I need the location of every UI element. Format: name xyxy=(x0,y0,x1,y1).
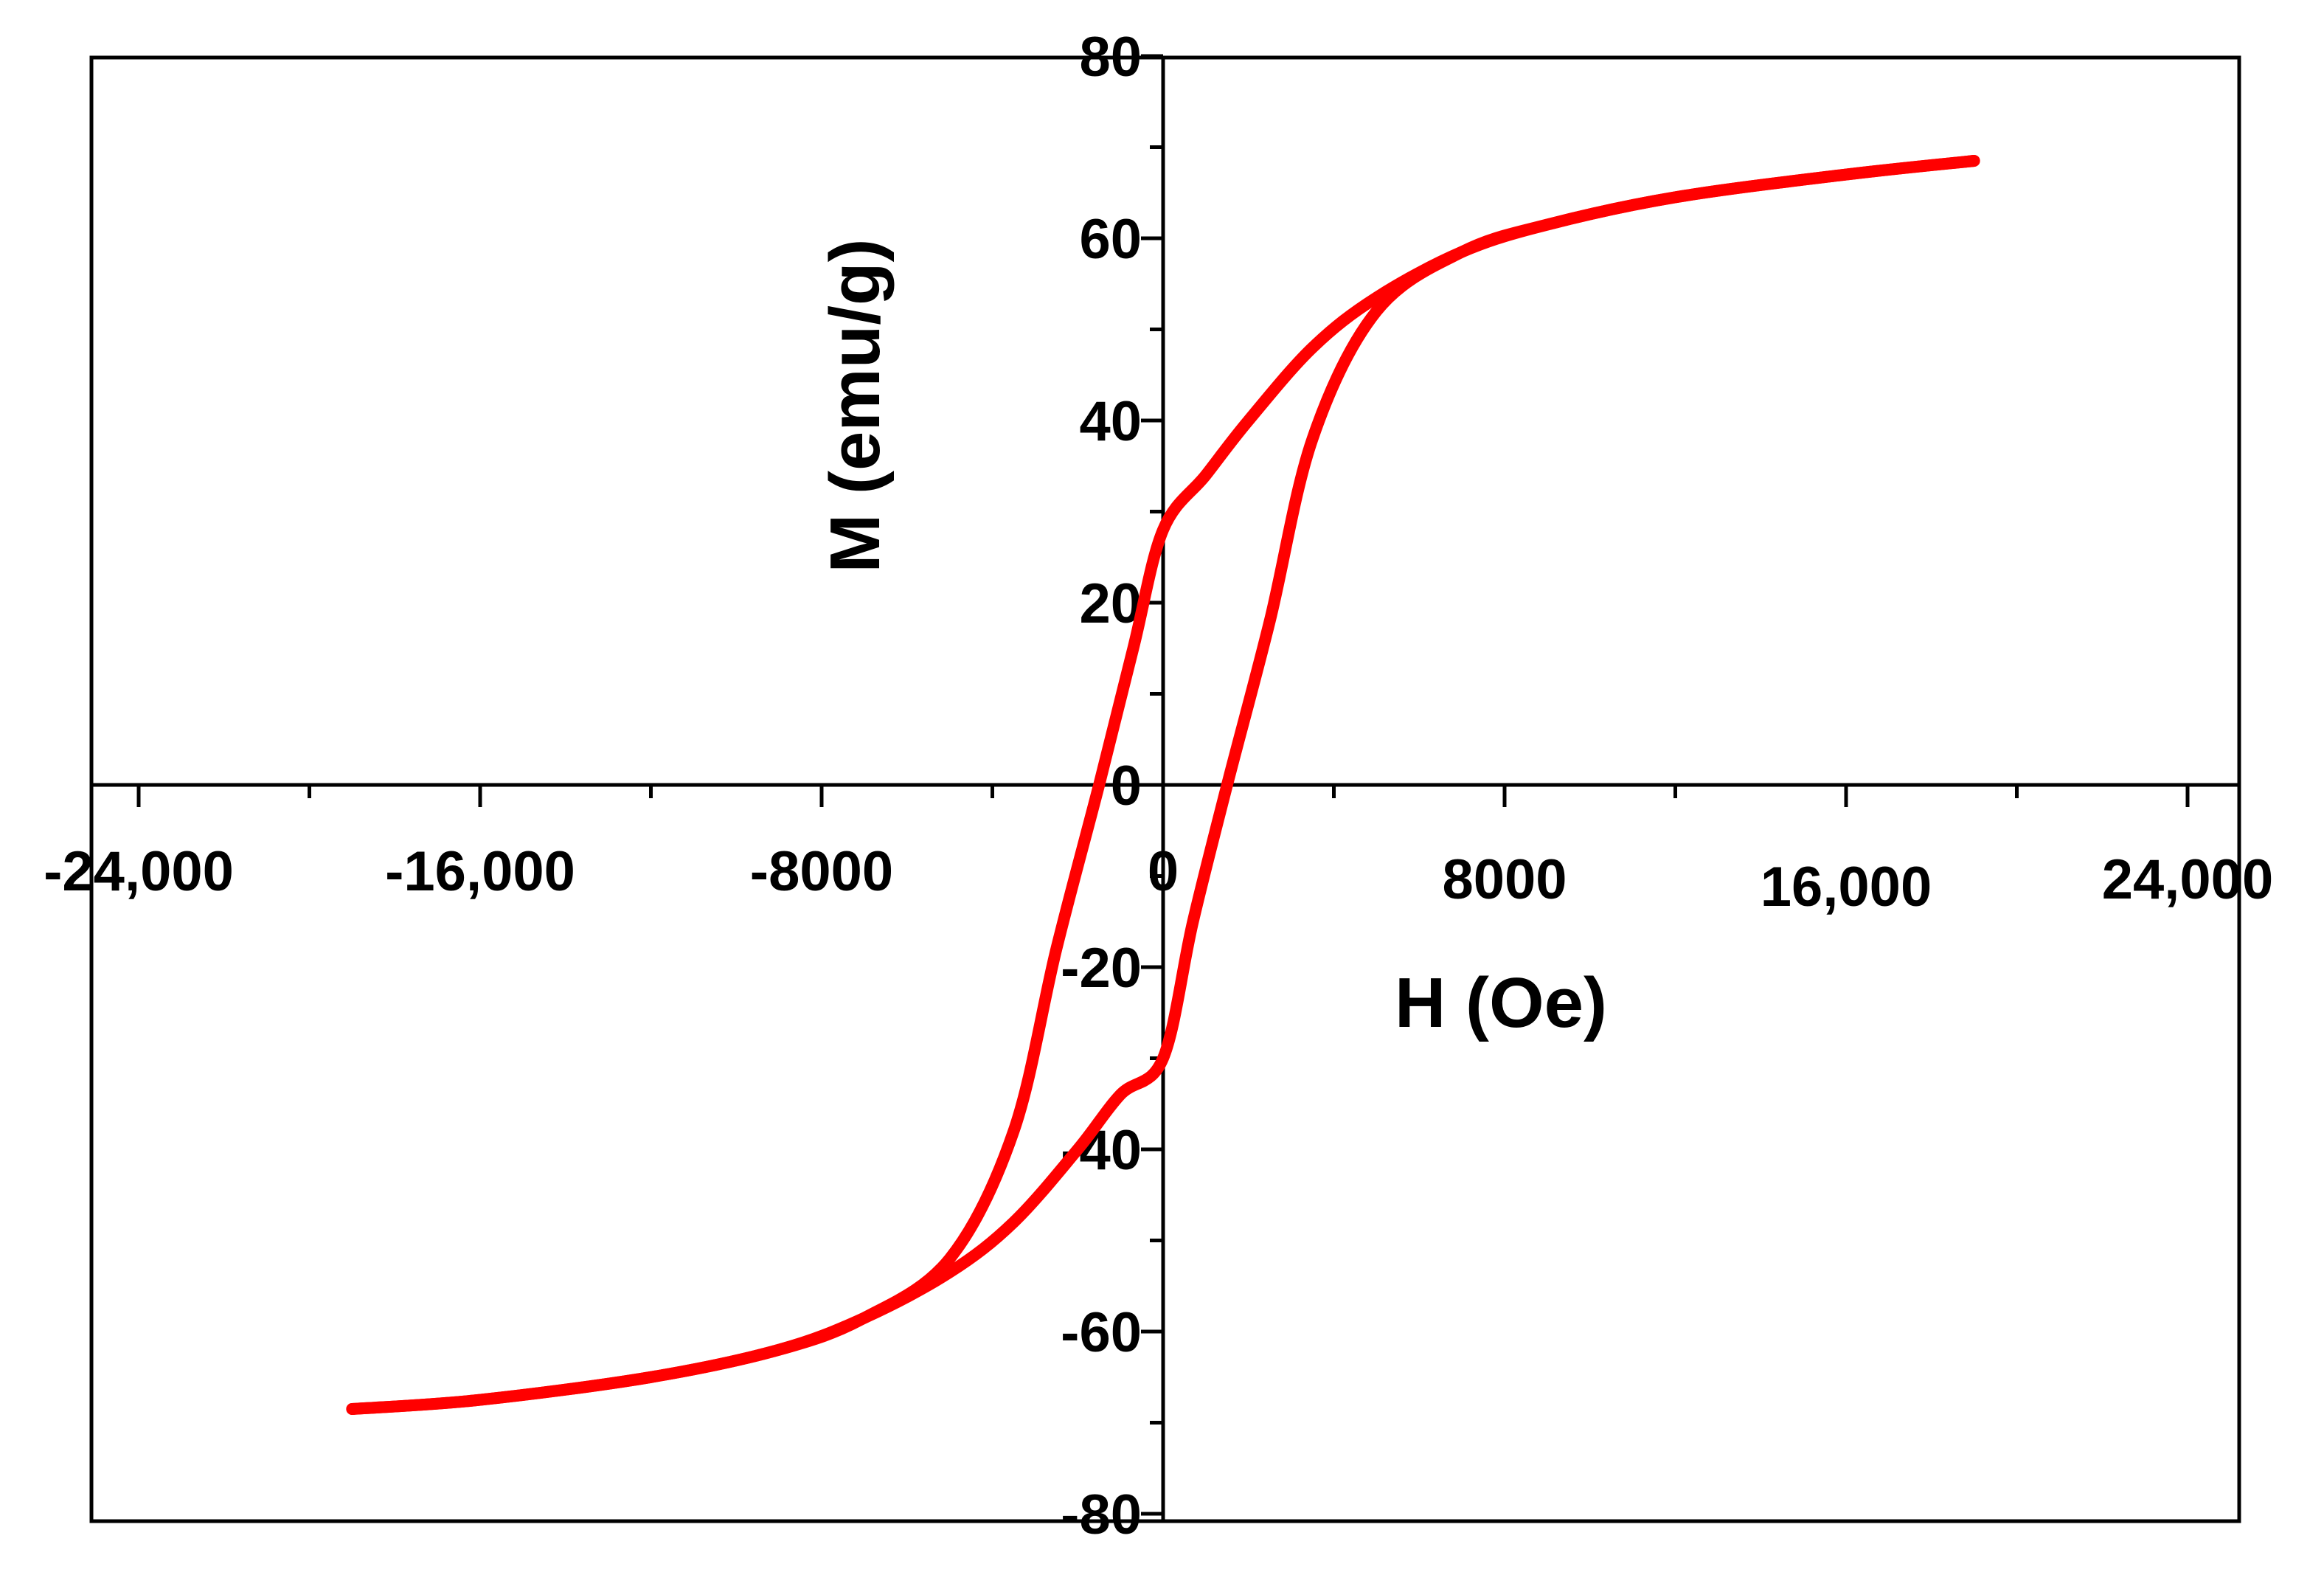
y-tick-label: -20 xyxy=(1061,937,1142,1000)
y-tick-label: -80 xyxy=(1061,1484,1142,1546)
x-tick-label: -24,000 xyxy=(44,840,234,903)
plot-frame xyxy=(89,55,2241,1523)
x-axis-title: H (Oe) xyxy=(1395,963,1607,1042)
x-tick-label: 16,000 xyxy=(1761,856,1932,918)
y-tick-label: 60 xyxy=(1079,208,1142,271)
x-tick-label: 8000 xyxy=(1442,848,1567,911)
y-tick-label: 0 xyxy=(1111,755,1142,817)
series-layer xyxy=(346,155,1980,1415)
x-tick-label: 24,000 xyxy=(2102,848,2273,911)
y-tick-label: 80 xyxy=(1079,26,1142,89)
y-tick-label: 40 xyxy=(1079,390,1142,453)
y-tick-label: -60 xyxy=(1061,1301,1142,1364)
ascending-branch-line xyxy=(346,155,1980,1415)
x-tick-label: 0 xyxy=(1148,840,1179,903)
x-tick-label: -16,000 xyxy=(385,840,575,903)
x-tick-label: -8000 xyxy=(750,840,893,903)
x-ticks: -24,000 -16,000 -8000 0 8000 16,000 24,000 xyxy=(44,785,2273,918)
y-axis-title: M (emu/g) xyxy=(816,238,895,572)
y-tick-label: 20 xyxy=(1079,572,1142,635)
